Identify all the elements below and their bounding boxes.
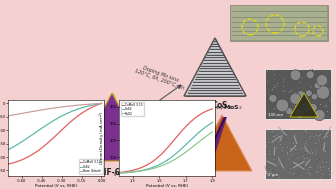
Polygon shape: [211, 43, 219, 46]
Polygon shape: [192, 82, 238, 85]
Polygon shape: [207, 52, 223, 55]
Polygon shape: [188, 91, 242, 93]
Polygon shape: [189, 88, 241, 91]
Polygon shape: [201, 63, 228, 66]
FancyBboxPatch shape: [265, 69, 331, 119]
Text: Doping Mo ions
120°C, 6h, 200°C, 8h: Doping Mo ions 120°C, 6h, 200°C, 8h: [134, 63, 186, 91]
Text: 2 μm: 2 μm: [268, 173, 278, 177]
Circle shape: [297, 91, 304, 98]
Polygon shape: [290, 93, 318, 117]
Polygon shape: [204, 57, 226, 60]
Circle shape: [301, 102, 311, 113]
Text: ZIF-67: ZIF-67: [98, 168, 126, 177]
Y-axis label: Current Density (mA cm$^{-2}$): Current Density (mA cm$^{-2}$): [98, 111, 108, 165]
Legend: CoMoS 3.13, CoS2, RuO2: CoMoS 3.13, CoS2, RuO2: [121, 102, 143, 116]
Polygon shape: [212, 41, 218, 43]
Circle shape: [276, 99, 289, 112]
Polygon shape: [214, 38, 216, 41]
Circle shape: [314, 109, 325, 121]
Circle shape: [292, 92, 299, 99]
Polygon shape: [193, 79, 237, 82]
Polygon shape: [199, 68, 231, 71]
FancyBboxPatch shape: [265, 129, 331, 179]
Polygon shape: [200, 66, 230, 68]
Text: 100 nm: 100 nm: [268, 113, 283, 117]
Polygon shape: [195, 77, 236, 79]
Polygon shape: [112, 93, 148, 161]
Circle shape: [309, 104, 317, 112]
Circle shape: [314, 82, 321, 89]
Polygon shape: [76, 93, 148, 161]
Circle shape: [311, 94, 318, 100]
Circle shape: [316, 75, 328, 86]
Circle shape: [306, 71, 314, 79]
Polygon shape: [197, 71, 233, 74]
Circle shape: [295, 94, 304, 103]
Polygon shape: [210, 46, 220, 49]
Polygon shape: [201, 117, 227, 170]
Circle shape: [290, 93, 301, 104]
Polygon shape: [191, 85, 240, 88]
Text: CoMoS$_{3.13}$/MoS$_2$: CoMoS$_{3.13}$/MoS$_2$: [187, 103, 243, 112]
FancyBboxPatch shape: [230, 5, 328, 41]
Polygon shape: [186, 93, 244, 96]
Circle shape: [316, 86, 330, 99]
X-axis label: Potential (V vs. RHE): Potential (V vs. RHE): [35, 184, 77, 188]
Circle shape: [269, 94, 277, 102]
Circle shape: [290, 70, 301, 81]
Text: 1 μm: 1 μm: [15, 145, 25, 149]
Legend: CoMoS 3.13, CoS2, Bare (blank): CoMoS 3.13, CoS2, Bare (blank): [79, 160, 102, 174]
Circle shape: [295, 108, 305, 119]
Circle shape: [306, 90, 312, 97]
Text: Sulfidation
120°C, 6h: Sulfidation 120°C, 6h: [157, 104, 185, 121]
Polygon shape: [196, 74, 234, 77]
Polygon shape: [184, 38, 246, 96]
Text: CoS$_x$: CoS$_x$: [211, 99, 233, 112]
Circle shape: [286, 108, 293, 115]
FancyBboxPatch shape: [12, 109, 70, 151]
Polygon shape: [208, 49, 222, 52]
X-axis label: Potential (V vs. RHE): Potential (V vs. RHE): [146, 184, 188, 188]
FancyBboxPatch shape: [231, 6, 327, 40]
Polygon shape: [192, 115, 252, 171]
Polygon shape: [206, 55, 224, 57]
Polygon shape: [203, 60, 227, 63]
